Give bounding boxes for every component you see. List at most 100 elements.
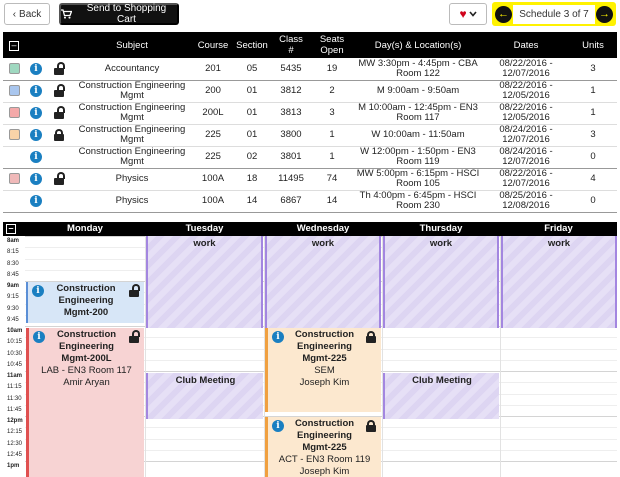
day-header-tuesday: Tuesday bbox=[185, 223, 224, 234]
next-schedule-button[interactable]: → bbox=[596, 5, 613, 23]
cell-dates: 08/24/2016 -12/07/2016 bbox=[483, 146, 569, 169]
info-icon[interactable]: i bbox=[33, 331, 45, 343]
cell-units: 1 bbox=[569, 80, 617, 103]
time-label: 8:45 bbox=[7, 271, 19, 278]
header-course: Course bbox=[193, 32, 233, 58]
event-club-meeting-thursday[interactable]: Club Meeting bbox=[383, 373, 499, 419]
color-swatch[interactable] bbox=[8, 107, 20, 119]
header-subject: Subject bbox=[71, 32, 193, 58]
lock-icon[interactable] bbox=[366, 420, 376, 432]
cell-units: 3 bbox=[569, 58, 617, 81]
info-icon[interactable]: i bbox=[30, 129, 42, 141]
info-icon[interactable]: i bbox=[30, 195, 42, 207]
unlocked-icon[interactable] bbox=[54, 61, 65, 75]
time-label: 12:30 bbox=[7, 440, 23, 447]
cell-days-locations: MW 5:00pm - 6:15pm - HSCI Room 105 bbox=[353, 168, 483, 191]
cell-course: 201 bbox=[193, 58, 233, 81]
event-cem-225-act[interactable]: i Construction Engineering Mgmt-225 ACT … bbox=[265, 417, 381, 477]
chevron-left-icon: ‹ bbox=[12, 8, 17, 20]
info-icon[interactable]: i bbox=[30, 85, 42, 97]
collapse-table-toggle[interactable]: – bbox=[3, 32, 25, 58]
cell-course: 200L bbox=[193, 102, 233, 125]
cell-dates: 08/25/2016 -12/08/2016 bbox=[483, 190, 569, 213]
cell-subject: Construction Engineering Mgmt bbox=[71, 80, 193, 103]
event-cem-200[interactable]: i Construction Engineering Mgmt-200 bbox=[26, 282, 144, 323]
cell-dates: 08/22/2016 -12/07/2016 bbox=[483, 58, 569, 81]
time-label: 10:30 bbox=[7, 350, 23, 357]
cell-class-number: 3813 bbox=[271, 102, 311, 125]
cell-section: 01 bbox=[233, 124, 271, 147]
cell-seats-open: 74 bbox=[311, 168, 353, 191]
cell-class-number: 11495 bbox=[271, 168, 311, 191]
cell-class-number: 3812 bbox=[271, 80, 311, 103]
back-button[interactable]: ‹ Back bbox=[4, 3, 50, 25]
cell-dates: 08/24/2016 -12/07/2016 bbox=[483, 124, 569, 147]
cell-course: 225 bbox=[193, 146, 233, 169]
info-icon[interactable]: i bbox=[30, 173, 42, 185]
cell-section: 01 bbox=[233, 102, 271, 125]
table-row: i Construction Engineering Mgmt 200 01 3812 2… bbox=[3, 80, 617, 103]
cell-days-locations: MW 3:30pm - 4:45pm - CBA Room 122 bbox=[353, 58, 483, 81]
weekly-calendar: – Monday Tuesday Wednesday Thursday Frid… bbox=[3, 222, 617, 477]
unlocked-icon[interactable] bbox=[54, 106, 65, 119]
back-label: Back bbox=[19, 8, 42, 20]
unlocked-icon[interactable] bbox=[129, 330, 140, 343]
color-swatch[interactable] bbox=[8, 173, 20, 185]
time-label: 11:15 bbox=[7, 384, 22, 391]
time-column: 8am 8:15 8:30 8:45 9am 9:15 9:30 9:45 10am 10:15 1… bbox=[3, 236, 25, 477]
time-label: 9am bbox=[7, 283, 20, 289]
info-icon[interactable]: i bbox=[30, 107, 42, 119]
time-label: 8:15 bbox=[7, 249, 19, 256]
color-swatch[interactable] bbox=[8, 63, 20, 75]
cell-units: 0 bbox=[569, 146, 617, 169]
toolbar: ‹ Back Send to Shopping Cart ♥ ← Schedul… bbox=[0, 0, 620, 30]
header-days-locations: Day(s) & Location(s) bbox=[353, 32, 483, 58]
cell-seats-open: 14 bbox=[311, 190, 353, 213]
cell-days-locations: Th 4:00pm - 6:45pm - HSCI Room 230 bbox=[353, 190, 483, 213]
event-work-thursday[interactable]: work bbox=[383, 236, 499, 328]
time-label: 10:15 bbox=[7, 339, 23, 346]
unlocked-icon[interactable] bbox=[54, 84, 65, 97]
info-icon[interactable]: i bbox=[32, 285, 44, 297]
event-club-meeting-tuesday[interactable]: Club Meeting bbox=[146, 373, 263, 419]
cell-units: 4 bbox=[569, 168, 617, 191]
time-label: 8:30 bbox=[7, 260, 19, 267]
cell-seats-open: 19 bbox=[311, 58, 353, 81]
table-row: i Physics 100A 14 6867 14 Th 4:00pm - 6:45pm -… bbox=[3, 190, 617, 213]
header-section: Section bbox=[233, 32, 271, 58]
cell-class-number: 6867 bbox=[271, 190, 311, 213]
color-swatch[interactable] bbox=[8, 85, 20, 97]
info-icon[interactable]: i bbox=[272, 331, 284, 343]
info-icon[interactable]: i bbox=[30, 62, 42, 75]
calendar-header: – Monday Tuesday Wednesday Thursday Frid… bbox=[3, 222, 617, 236]
unlocked-icon[interactable] bbox=[54, 172, 65, 185]
lock-icon[interactable] bbox=[54, 129, 64, 141]
cell-course: 225 bbox=[193, 124, 233, 147]
previous-schedule-button[interactable]: ← bbox=[495, 5, 512, 23]
send-to-cart-button[interactable]: Send to Shopping Cart bbox=[59, 3, 179, 25]
info-icon[interactable]: i bbox=[30, 151, 42, 163]
favorite-dropdown-button[interactable]: ♥ bbox=[449, 3, 487, 25]
color-swatch[interactable] bbox=[8, 129, 20, 141]
event-cem-200l[interactable]: i Construction Engineering Mgmt-200L LAB… bbox=[26, 328, 144, 477]
cell-days-locations: W 12:00pm - 1:50pm - EN3 Room 119 bbox=[353, 146, 483, 169]
unlocked-icon[interactable] bbox=[129, 284, 140, 297]
header-dates: Dates bbox=[483, 32, 569, 58]
event-work-friday[interactable]: work bbox=[501, 236, 617, 328]
day-header-thursday: Thursday bbox=[419, 223, 463, 234]
time-label: 9:15 bbox=[7, 294, 19, 301]
cell-dates: 08/22/2016 -12/07/2016 bbox=[483, 168, 569, 191]
cell-dates: 08/22/2016 -12/05/2016 bbox=[483, 102, 569, 125]
event-cem-225-sem[interactable]: i Construction Engineering Mgmt-225 SEM … bbox=[265, 328, 381, 412]
cell-days-locations: W 10:00am - 11:50am bbox=[353, 124, 483, 147]
lock-icon[interactable] bbox=[366, 331, 376, 343]
event-work-wednesday[interactable]: work bbox=[265, 236, 381, 328]
collapse-calendar-toggle[interactable]: – bbox=[6, 224, 16, 234]
info-icon[interactable]: i bbox=[272, 420, 284, 432]
time-label: 11:30 bbox=[7, 395, 22, 402]
cell-class-number: 3801 bbox=[271, 146, 311, 169]
event-work-tuesday[interactable]: work bbox=[146, 236, 263, 328]
cell-subject: Physics bbox=[71, 190, 193, 213]
time-label: 11am bbox=[7, 373, 23, 379]
time-label: 8am bbox=[7, 238, 20, 244]
